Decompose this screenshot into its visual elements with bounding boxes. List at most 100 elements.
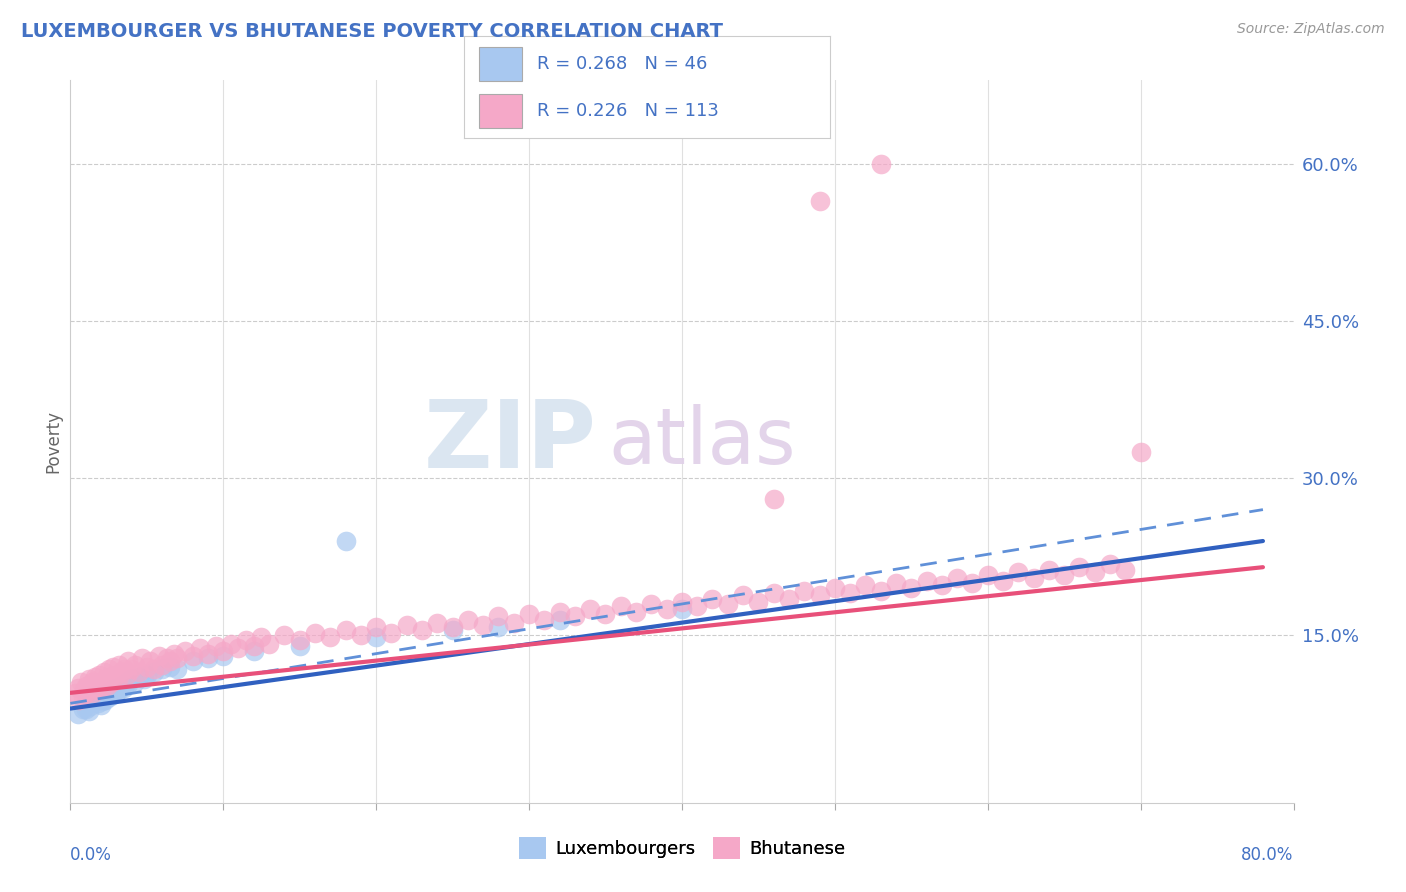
Point	[411, 623, 433, 637]
Point	[77, 704, 100, 718]
Point	[235, 633, 257, 648]
Point	[93, 665, 115, 679]
Point	[108, 682, 131, 697]
Point	[188, 640, 211, 655]
Point	[87, 682, 110, 697]
Point	[90, 675, 112, 690]
Point	[75, 696, 97, 710]
Point	[121, 662, 143, 676]
Point	[112, 681, 135, 695]
Point	[115, 675, 138, 690]
Point	[166, 651, 188, 665]
Point	[72, 689, 94, 703]
Point	[166, 662, 188, 676]
Text: R = 0.268   N = 46: R = 0.268 N = 46	[537, 55, 707, 73]
Point	[366, 631, 388, 645]
Point	[94, 693, 117, 707]
Point	[304, 626, 326, 640]
Point	[97, 662, 120, 676]
Point	[181, 649, 204, 664]
Text: 80.0%: 80.0%	[1241, 847, 1294, 864]
Point	[159, 659, 181, 673]
Point	[101, 681, 124, 696]
Point	[121, 672, 143, 686]
Point	[564, 609, 586, 624]
Point	[839, 586, 862, 600]
Point	[212, 649, 235, 664]
Point	[75, 679, 97, 693]
Point	[488, 609, 510, 624]
Point	[79, 699, 101, 714]
Point	[117, 677, 139, 691]
Point	[548, 613, 571, 627]
Text: ZIP: ZIP	[423, 395, 596, 488]
Point	[808, 194, 831, 208]
Point	[79, 681, 101, 695]
Point	[156, 651, 179, 665]
Point	[717, 597, 740, 611]
Point	[84, 689, 107, 703]
Point	[579, 602, 602, 616]
Point	[66, 706, 89, 721]
Point	[117, 655, 139, 669]
Point	[869, 584, 891, 599]
Point	[150, 657, 173, 672]
Point	[90, 698, 112, 713]
Point	[366, 620, 388, 634]
Point	[1007, 566, 1029, 580]
Point	[111, 665, 134, 679]
Point	[197, 651, 219, 665]
Point	[288, 633, 311, 648]
Point	[80, 675, 103, 690]
Point	[1022, 571, 1045, 585]
Point	[143, 662, 166, 676]
Point	[135, 659, 157, 673]
Y-axis label: Poverty: Poverty	[44, 410, 62, 473]
Point	[89, 668, 111, 682]
Point	[702, 591, 724, 606]
Point	[426, 615, 449, 630]
Point	[517, 607, 540, 622]
Point	[132, 672, 155, 686]
Point	[115, 668, 138, 682]
Point	[931, 578, 953, 592]
Point	[76, 686, 98, 700]
Point	[212, 644, 235, 658]
Text: Source: ZipAtlas.com: Source: ZipAtlas.com	[1237, 22, 1385, 37]
Point	[1084, 566, 1107, 580]
Point	[335, 534, 357, 549]
Point	[869, 157, 891, 171]
Point	[143, 665, 166, 679]
Point	[243, 639, 266, 653]
Point	[855, 578, 877, 592]
Point	[94, 672, 117, 686]
Point	[77, 672, 100, 686]
Point	[139, 655, 162, 669]
Point	[671, 602, 693, 616]
Point	[778, 591, 800, 606]
Point	[98, 670, 121, 684]
Point	[1099, 557, 1122, 571]
Point	[350, 628, 373, 642]
Point	[762, 586, 785, 600]
Point	[250, 631, 273, 645]
Point	[824, 581, 846, 595]
Point	[900, 581, 922, 595]
Point	[946, 571, 969, 585]
Point	[82, 686, 104, 700]
Point	[1069, 560, 1091, 574]
Point	[1053, 567, 1076, 582]
Point	[686, 599, 709, 613]
Text: 0.0%: 0.0%	[70, 847, 112, 864]
Point	[96, 679, 118, 693]
Point	[610, 599, 633, 613]
Point	[75, 701, 97, 715]
Point	[976, 567, 998, 582]
Point	[288, 639, 311, 653]
Point	[991, 574, 1014, 588]
Point	[163, 647, 186, 661]
Point	[98, 683, 121, 698]
Point	[380, 626, 402, 640]
Point	[73, 682, 96, 697]
Point	[655, 602, 678, 616]
